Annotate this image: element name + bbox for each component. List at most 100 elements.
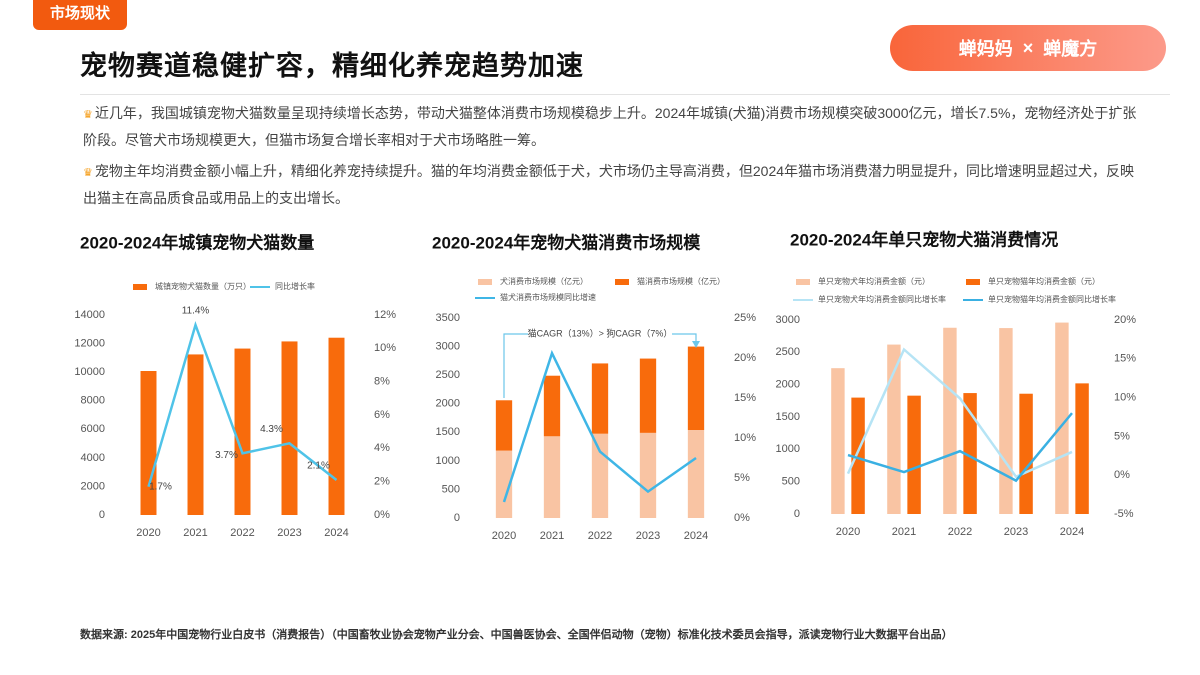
bar: [963, 393, 977, 514]
chart-title: 2020-2024年单只宠物犬猫消费情况: [790, 229, 1058, 249]
x-tick-label: 2022: [588, 530, 612, 542]
y-tick-label: 1500: [436, 426, 460, 438]
legend-label: 单只宠物犬年均消费金额同比增长率: [818, 294, 946, 304]
y2-tick-label: 5%: [734, 472, 750, 484]
line-series: [502, 349, 697, 503]
bar-segment: [639, 358, 657, 433]
y2-tick-label: 15%: [1114, 353, 1136, 365]
y2-tick-label: 0%: [734, 512, 750, 524]
y-tick-label: 14000: [74, 309, 105, 321]
brand-name: 蝉妈妈: [958, 39, 1013, 59]
y-tick-label: 1500: [776, 411, 800, 423]
source-note: 数据来源: 2025年中国宠物行业白皮书（消费报告）（中国畜牧业协会宠物产业分会…: [80, 629, 953, 641]
bar: [907, 395, 921, 514]
y-tick-label: 2000: [81, 480, 105, 492]
legend-swatch: [796, 279, 810, 285]
slide-title: 宠物赛道稳健扩容，精细化养宠趋势加速: [80, 51, 584, 81]
y2-tick-label: 4%: [374, 442, 390, 454]
bar: [1075, 383, 1089, 514]
line-series: [846, 347, 1073, 479]
y2-tick-label: 5%: [1114, 430, 1130, 442]
data-label: 4.3%: [260, 424, 283, 435]
y-tick-label: 3500: [436, 312, 460, 324]
y2-tick-label: 10%: [374, 342, 396, 354]
x-tick-label: 2023: [277, 527, 301, 539]
x-tick-label: 2023: [636, 530, 660, 542]
y-tick-label: 0: [454, 512, 460, 524]
bar-segment: [687, 430, 705, 518]
y-tick-label: 500: [442, 483, 460, 495]
y-tick-label: 1000: [436, 455, 460, 467]
bullet-text: 近几年，我国城镇宠物犬猫数量呈现持续增长态势，带动犬猫整体消费市场规模稳步上升。…: [83, 105, 1137, 148]
y2-tick-label: 10%: [734, 432, 756, 444]
bar: [1019, 393, 1033, 514]
y2-tick-label: 10%: [1114, 392, 1136, 404]
bar: [887, 344, 901, 514]
bar-segment: [495, 400, 513, 451]
bar-segment: [591, 363, 609, 434]
bar: [943, 327, 957, 514]
y-tick-label: 10000: [74, 366, 105, 378]
bar: [187, 354, 204, 515]
y2-tick-label: 20%: [1114, 314, 1136, 326]
bullet-list: 近几年，我国城镇宠物犬猫数量呈现持续增长态势，带动犬猫整体消费市场规模稳步上升。…: [80, 101, 1140, 217]
bar: [831, 368, 845, 514]
y2-tick-label: 15%: [734, 392, 756, 404]
x-tick-label: 2020: [492, 530, 516, 542]
y-tick-label: 12000: [74, 337, 105, 349]
legend-label: 猫消费市场规模（亿元）: [637, 276, 725, 286]
annotation-arrow: [692, 341, 700, 348]
brand-name: 蝉魔方: [1043, 39, 1098, 59]
y-tick-label: 1000: [776, 443, 800, 455]
y2-tick-label: 6%: [374, 409, 390, 421]
section-tag: 市场现状: [33, 0, 127, 30]
bar: [1055, 322, 1069, 514]
data-label: 11.4%: [182, 306, 210, 317]
y-tick-label: 500: [782, 476, 800, 488]
x-tick-label: 2020: [136, 527, 160, 539]
y-tick-label: 4000: [81, 452, 105, 464]
y2-tick-label: 2%: [374, 476, 390, 488]
x-tick-label: 2022: [948, 526, 972, 538]
legend-swatch: [615, 279, 629, 285]
x-tick-label: 2020: [836, 526, 860, 538]
y-tick-label: 2500: [776, 346, 800, 358]
line-series: [847, 412, 1073, 483]
bar: [851, 397, 865, 514]
x-tick-label: 2024: [324, 527, 348, 539]
annotation-bg: [528, 326, 672, 342]
legend-label: 猫犬消费市场规模同比增速: [500, 292, 596, 302]
bar-segment: [591, 433, 609, 518]
data-label: 2.1%: [307, 461, 330, 472]
y2-tick-label: 12%: [374, 309, 396, 321]
bar-segment: [687, 346, 705, 430]
y2-tick-label: 8%: [374, 376, 390, 388]
legend-label: 单只宠物猫年均消费金额（元）: [988, 276, 1100, 286]
chart-title: 2020-2024年宠物犬猫消费市场规模: [432, 232, 701, 252]
y-tick-label: 3000: [436, 340, 460, 352]
y2-tick-label: 25%: [734, 312, 756, 324]
legend-swatch: [133, 284, 147, 290]
legend-swatch: [966, 279, 980, 285]
y-tick-label: 8000: [81, 395, 105, 407]
divider: [80, 94, 1170, 95]
x-tick-label: 2021: [892, 526, 916, 538]
y2-tick-label: 0%: [1114, 469, 1130, 481]
legend-swatch: [478, 279, 492, 285]
annotation: 猫CAGR（13%）> 狗CAGR（7%）: [528, 327, 673, 338]
data-label: 1.7%: [149, 481, 172, 492]
bar-segment: [495, 450, 513, 518]
bullet: 近几年，我国城镇宠物犬猫数量呈现持续增长态势，带动犬猫整体消费市场规模稳步上升。…: [80, 101, 1140, 153]
y-tick-label: 0: [99, 509, 105, 521]
bar-segment: [543, 436, 561, 518]
y2-tick-label: 20%: [734, 352, 756, 364]
y-tick-label: 3000: [776, 314, 800, 326]
bullet: 宠物主年均消费金额小幅上升，精细化养宠持续提升。猫的年均消费金额低于犬，犬市场仍…: [80, 159, 1140, 211]
legend-label: 同比增长率: [275, 281, 315, 291]
legend-label: 单只宠物猫年均消费金额同比增长率: [988, 294, 1116, 304]
x-tick-label: 2021: [540, 530, 564, 542]
chart-title: 2020-2024年城镇宠物犬猫数量: [80, 232, 314, 252]
data-label: 3.7%: [215, 450, 238, 461]
